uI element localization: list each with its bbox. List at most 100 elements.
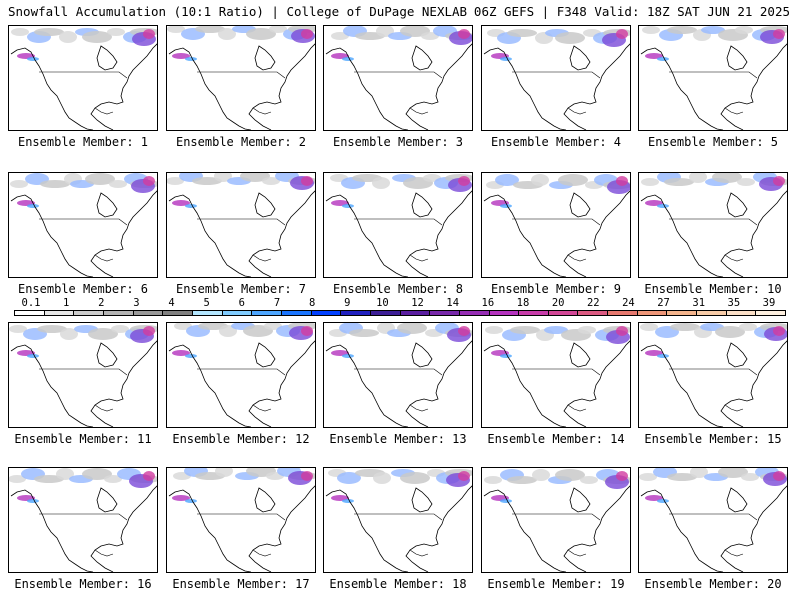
snow-shading — [645, 495, 663, 501]
coastline — [94, 254, 114, 262]
snow-shading — [773, 176, 785, 186]
snow-shading — [172, 350, 190, 356]
country-border — [39, 513, 128, 521]
coastline — [254, 342, 276, 368]
map-svg — [483, 326, 630, 427]
snow-shading — [484, 476, 502, 484]
snow-shading — [111, 325, 129, 333]
coastline — [405, 340, 472, 427]
snow-shading — [167, 26, 185, 33]
colorbar-swatch — [489, 311, 520, 315]
ensemble-map-panel — [481, 25, 631, 131]
colorbar-swatch — [103, 311, 134, 315]
colorbar-swatch — [133, 311, 164, 315]
coastline — [168, 489, 252, 572]
snow-shading — [657, 354, 669, 358]
panel-label: Ensemble Member: 20 — [644, 577, 782, 591]
panel-label: Ensemble Member: 5 — [647, 135, 779, 149]
colorbar-tick-label: 18 — [516, 297, 530, 309]
snow-shading — [555, 469, 585, 481]
map-svg — [483, 174, 630, 277]
country-border — [512, 218, 601, 226]
colorbar-swatch — [608, 311, 638, 315]
snow-shading — [741, 473, 759, 481]
snow-shading — [214, 173, 232, 182]
coastline — [724, 107, 744, 115]
snow-shading — [85, 173, 115, 185]
coastline — [567, 107, 587, 115]
snow-shading — [657, 204, 669, 208]
ensemble-map-panel — [481, 322, 631, 428]
snow-shading — [143, 471, 155, 481]
snow-shading — [510, 326, 540, 334]
snow-shading — [172, 495, 190, 501]
coastline — [252, 404, 272, 412]
colorbar-swatch — [400, 311, 431, 315]
map-svg — [483, 469, 630, 572]
coastline — [248, 485, 315, 572]
colorbar-swatch — [222, 311, 253, 315]
snow-shading — [485, 326, 503, 334]
snow-shading — [531, 174, 549, 186]
map-svg — [168, 468, 315, 572]
coastline — [325, 47, 409, 130]
colorbar-swatch — [519, 311, 549, 315]
panel-label: Ensemble Member: 6 — [17, 282, 149, 296]
snow-shading — [185, 57, 197, 61]
country-border — [197, 513, 286, 521]
coastline — [10, 47, 94, 130]
coastline — [96, 342, 118, 368]
coastline — [640, 344, 724, 427]
snow-shading — [670, 323, 700, 331]
country-border — [669, 368, 758, 376]
country-border — [197, 368, 286, 376]
colorbar-swatch — [252, 311, 282, 315]
colorbar-swatch — [459, 311, 490, 315]
coastline — [325, 489, 409, 572]
snow-shading — [544, 326, 568, 334]
coastline — [726, 192, 748, 218]
ensemble-map-panel — [323, 322, 473, 428]
coastline — [94, 107, 114, 115]
colorbar-swatch — [44, 311, 75, 315]
colorbar-tick-label: 3 — [133, 297, 140, 309]
coastline — [569, 342, 591, 368]
coastline — [724, 254, 744, 262]
snow-shading — [580, 476, 598, 484]
snow-shading — [500, 499, 512, 503]
coastline — [720, 340, 787, 427]
ensemble-map-panel — [166, 25, 316, 131]
valid-time: 06Z GEFS | F348 Valid: 18Z SAT JUN 21 20… — [473, 4, 790, 19]
coastline — [325, 344, 409, 427]
coastline — [483, 489, 567, 572]
colorbar-tick-label: 7 — [273, 297, 281, 309]
colorbar-swatch — [667, 311, 698, 315]
snow-shading — [172, 200, 190, 206]
colorbar-swatch — [311, 311, 342, 315]
coastline — [94, 549, 114, 557]
coastline — [724, 404, 744, 412]
coastline — [409, 404, 429, 412]
snow-shading — [642, 26, 660, 34]
coastline — [405, 190, 472, 277]
coastline — [252, 254, 272, 262]
snow-shading — [34, 475, 64, 483]
map-svg — [10, 28, 157, 130]
coastline — [567, 549, 587, 557]
snow-shading — [185, 499, 197, 503]
coastline — [409, 254, 429, 262]
snow-shading — [773, 29, 785, 39]
colorbar-swatch — [192, 311, 223, 315]
colorbar-swatch — [163, 311, 193, 315]
panel-label: Ensemble Member: 7 — [175, 282, 307, 296]
coastline — [90, 43, 157, 130]
snow-shading — [397, 323, 427, 334]
snow-shading — [301, 176, 313, 186]
colorbar-tick-label: 6 — [238, 297, 246, 309]
panel-label: Ensemble Member: 9 — [490, 282, 622, 296]
snow-shading — [667, 473, 697, 481]
ensemble-map-panel — [638, 25, 788, 131]
coastline — [640, 489, 724, 572]
snow-shading — [27, 204, 39, 208]
ensemble-map-panel — [323, 467, 473, 573]
